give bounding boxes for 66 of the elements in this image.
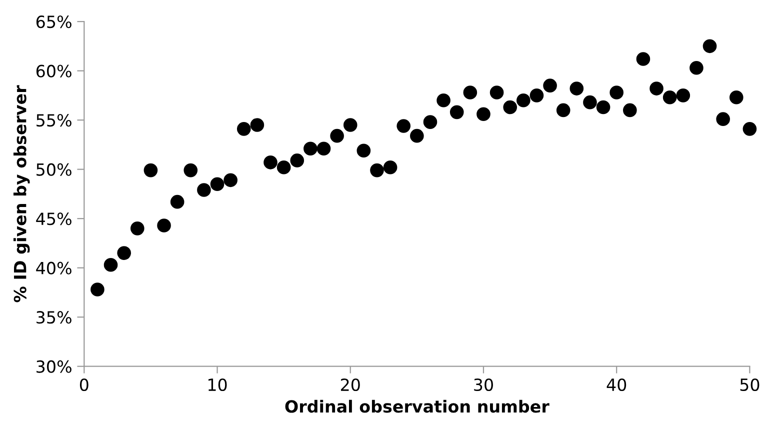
y-tick-label: 35% — [36, 311, 72, 324]
point — [729, 90, 744, 104]
y-tick-label: 65% — [36, 16, 72, 28]
point — [144, 163, 158, 178]
x-tick-label: 50 — [740, 378, 760, 392]
y-tick-label: 40% — [36, 262, 72, 274]
point — [516, 93, 530, 108]
y-tick-label: 60% — [36, 64, 72, 78]
point — [276, 160, 291, 174]
point — [610, 86, 624, 100]
point — [583, 95, 597, 110]
point — [570, 82, 584, 96]
x-axis-title: Ordinal observation number — [285, 400, 550, 413]
point — [264, 156, 278, 170]
point — [716, 112, 730, 126]
point — [742, 122, 757, 136]
x-tick-label: 10 — [208, 378, 227, 392]
point — [157, 218, 171, 232]
point — [90, 282, 104, 296]
x-tick-label: 20 — [340, 378, 360, 392]
point — [210, 177, 224, 192]
point — [343, 118, 358, 132]
y-axis-title: % ID given by observer — [13, 85, 30, 302]
point — [117, 246, 131, 260]
point — [104, 258, 118, 272]
point — [436, 93, 450, 108]
point — [676, 88, 690, 102]
point — [463, 86, 478, 100]
point — [530, 88, 544, 102]
y-tick-label: 45% — [36, 212, 72, 226]
point — [476, 107, 490, 122]
point — [396, 119, 411, 133]
point — [290, 154, 304, 168]
x-tick-label: 40 — [606, 378, 626, 392]
point — [356, 144, 371, 158]
point — [410, 128, 424, 143]
y-tick-label: 30% — [36, 360, 72, 373]
point — [224, 173, 238, 188]
point — [450, 105, 464, 120]
point — [304, 142, 318, 156]
point — [662, 90, 677, 104]
point — [250, 118, 264, 132]
point — [622, 103, 637, 118]
point — [383, 160, 398, 174]
point — [503, 100, 518, 114]
point — [702, 39, 717, 54]
point — [650, 82, 664, 96]
y-tick-label: 55% — [36, 114, 72, 127]
point — [423, 115, 438, 129]
point — [197, 183, 211, 197]
point — [170, 194, 184, 209]
point — [184, 163, 198, 178]
point — [370, 163, 384, 178]
point — [130, 222, 144, 236]
point — [596, 100, 610, 114]
point — [330, 128, 344, 143]
point — [636, 52, 650, 66]
point — [236, 122, 251, 136]
y-tick-label: 50% — [36, 163, 72, 176]
point — [316, 142, 331, 156]
point — [543, 78, 557, 92]
x-tick-label: 0 — [80, 378, 88, 392]
x-tick-label: 30 — [474, 378, 493, 392]
point — [490, 86, 504, 100]
point — [690, 60, 704, 75]
point — [556, 103, 570, 118]
